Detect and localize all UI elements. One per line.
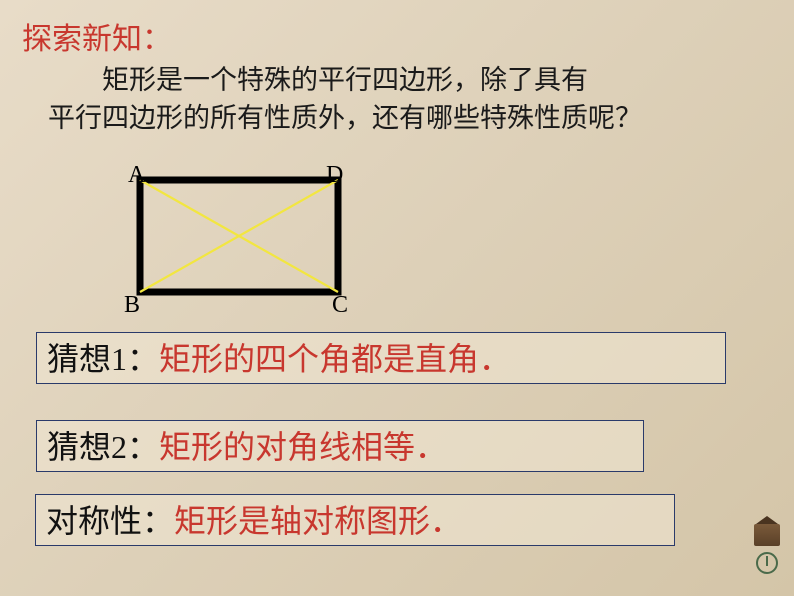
conjecture-1-label: 猜想1： bbox=[47, 341, 159, 377]
conjecture-1-text: 矩形的四个角都是直角． bbox=[159, 341, 511, 377]
vertex-label-a: A bbox=[128, 166, 146, 188]
power-icon[interactable] bbox=[756, 552, 778, 574]
symmetry-box: 对称性：矩形是轴对称图形． bbox=[35, 494, 675, 546]
conjecture-2-label: 猜想2： bbox=[47, 429, 159, 465]
conjecture-2-text: 矩形的对角线相等． bbox=[159, 429, 447, 465]
vertex-label-d: D bbox=[326, 166, 343, 188]
symmetry-text: 矩形是轴对称图形． bbox=[174, 503, 462, 539]
conjecture-1-box: 猜想1：矩形的四个角都是直角． bbox=[36, 332, 726, 384]
conjecture-2-box: 猜想2：矩形的对角线相等． bbox=[36, 420, 644, 472]
vertex-label-b: B bbox=[124, 292, 140, 314]
symmetry-label: 对称性： bbox=[46, 503, 174, 539]
vertex-label-c: C bbox=[332, 292, 348, 314]
intro-line-1: 矩形是一个特殊的平行四边形，除了具有 bbox=[48, 62, 588, 100]
section-heading: 探索新知： bbox=[22, 14, 172, 58]
slide-controls bbox=[754, 524, 780, 574]
rectangle-diagram: A D B C bbox=[118, 166, 358, 314]
intro-line-2: 平行四边形的所有性质外，还有哪些特殊性质呢？ bbox=[48, 100, 642, 138]
home-icon[interactable] bbox=[754, 524, 780, 546]
